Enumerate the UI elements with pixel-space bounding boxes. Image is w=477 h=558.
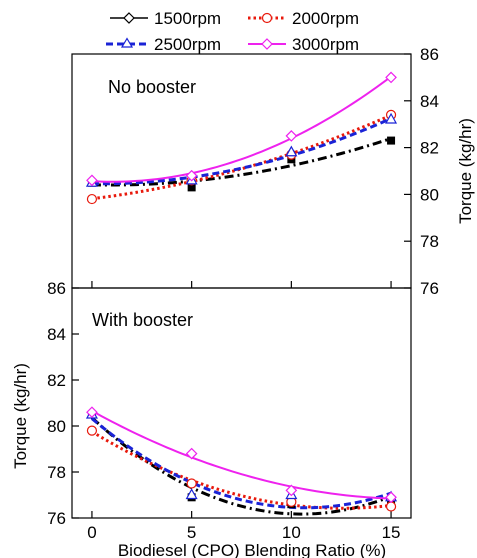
bottom-y-tick-label: 82: [47, 371, 66, 390]
x-tick-label: 15: [382, 523, 401, 542]
top-y-tick-label: 78: [420, 232, 439, 251]
legend-label-2000rpm: 2000rpm: [292, 9, 359, 28]
bottom-y-tick-label: 76: [47, 509, 66, 528]
bottom-point-2000rpm: [86, 425, 98, 436]
bottom-line-3000rpm: [91, 410, 392, 500]
series-layer: [85, 71, 398, 516]
top-point-3000rpm: [86, 174, 98, 187]
bottom-line-2500rpm: [90, 417, 392, 510]
top-y-tick-label: 86: [420, 45, 439, 64]
x-tick-label: 10: [282, 523, 301, 542]
top-point-3000rpm: [285, 130, 298, 142]
top-y-tick-label: 80: [420, 185, 439, 204]
top-line-1500rpm: [91, 137, 392, 187]
top-point-2000rpm: [86, 193, 98, 205]
legend-label-1500rpm: 1500rpm: [154, 9, 221, 28]
legend-diamond-icon: [261, 38, 273, 50]
top-point-1500rpm: [187, 183, 196, 192]
top-point-1500rpm: [387, 136, 396, 145]
bottom-y-axis-title: Torque (kg/hr): [11, 363, 30, 469]
bottom-y-tick-label: 80: [47, 417, 66, 436]
top-line-2000rpm: [91, 113, 392, 201]
bottom-point-3000rpm: [86, 406, 98, 419]
bottom-point-3000rpm: [285, 484, 298, 497]
top-y-axis-title: Torque (kg/hr): [456, 118, 475, 224]
bottom-point-2500rpm: [185, 488, 198, 500]
bottom-point-2000rpm: [186, 478, 197, 489]
legend: 1500rpm 2000rpm 2500rpm 3000rpm: [106, 9, 359, 54]
bottom-point-2000rpm: [385, 501, 397, 512]
bottom-panel-frame: [71, 287, 412, 519]
legend-entry-3000rpm: 3000rpm: [248, 35, 359, 54]
bottom-line-2000rpm: [91, 430, 392, 510]
legend-diamond-icon: [123, 12, 135, 24]
axes-layer: 76 78 80 82 84 86 76 78 80 82 84 86 0 5 10 15: [47, 45, 439, 542]
legend-circle-icon: [261, 12, 273, 24]
legend-entry-1500rpm: 1500rpm: [110, 9, 221, 28]
legend-entry-2000rpm: 2000rpm: [248, 9, 359, 28]
top-panel-annotation: No booster: [108, 77, 196, 97]
top-y-tick-label: 82: [420, 139, 439, 158]
x-tick-label: 5: [187, 523, 196, 542]
x-axis-title: Biodiesel (CPO) Blending Ratio (%): [118, 541, 386, 558]
top-line-3000rpm: [91, 75, 392, 183]
top-line-2500rpm: [91, 117, 392, 186]
bottom-y-tick-label: 84: [47, 325, 66, 344]
legend-label-2500rpm: 2500rpm: [154, 35, 221, 54]
bottom-point-3000rpm: [185, 447, 198, 460]
bottom-point-3000rpm: [385, 491, 397, 504]
top-point-3000rpm: [185, 169, 198, 182]
legend-triangle-icon: [120, 37, 134, 48]
top-point-3000rpm: [385, 71, 397, 84]
top-point-2500rpm: [285, 145, 298, 157]
legend-entry-2500rpm: 2500rpm: [106, 35, 221, 54]
bottom-y-tick-label: 86: [47, 279, 66, 298]
legend-label-3000rpm: 3000rpm: [292, 35, 359, 54]
top-y-tick-label: 84: [420, 92, 439, 111]
x-tick-label: 0: [87, 523, 96, 542]
bottom-y-tick-label: 78: [47, 463, 66, 482]
top-y-tick-label: 76: [420, 279, 439, 298]
bottom-panel-annotation: With booster: [92, 310, 193, 330]
top-point-2500rpm: [385, 112, 398, 124]
